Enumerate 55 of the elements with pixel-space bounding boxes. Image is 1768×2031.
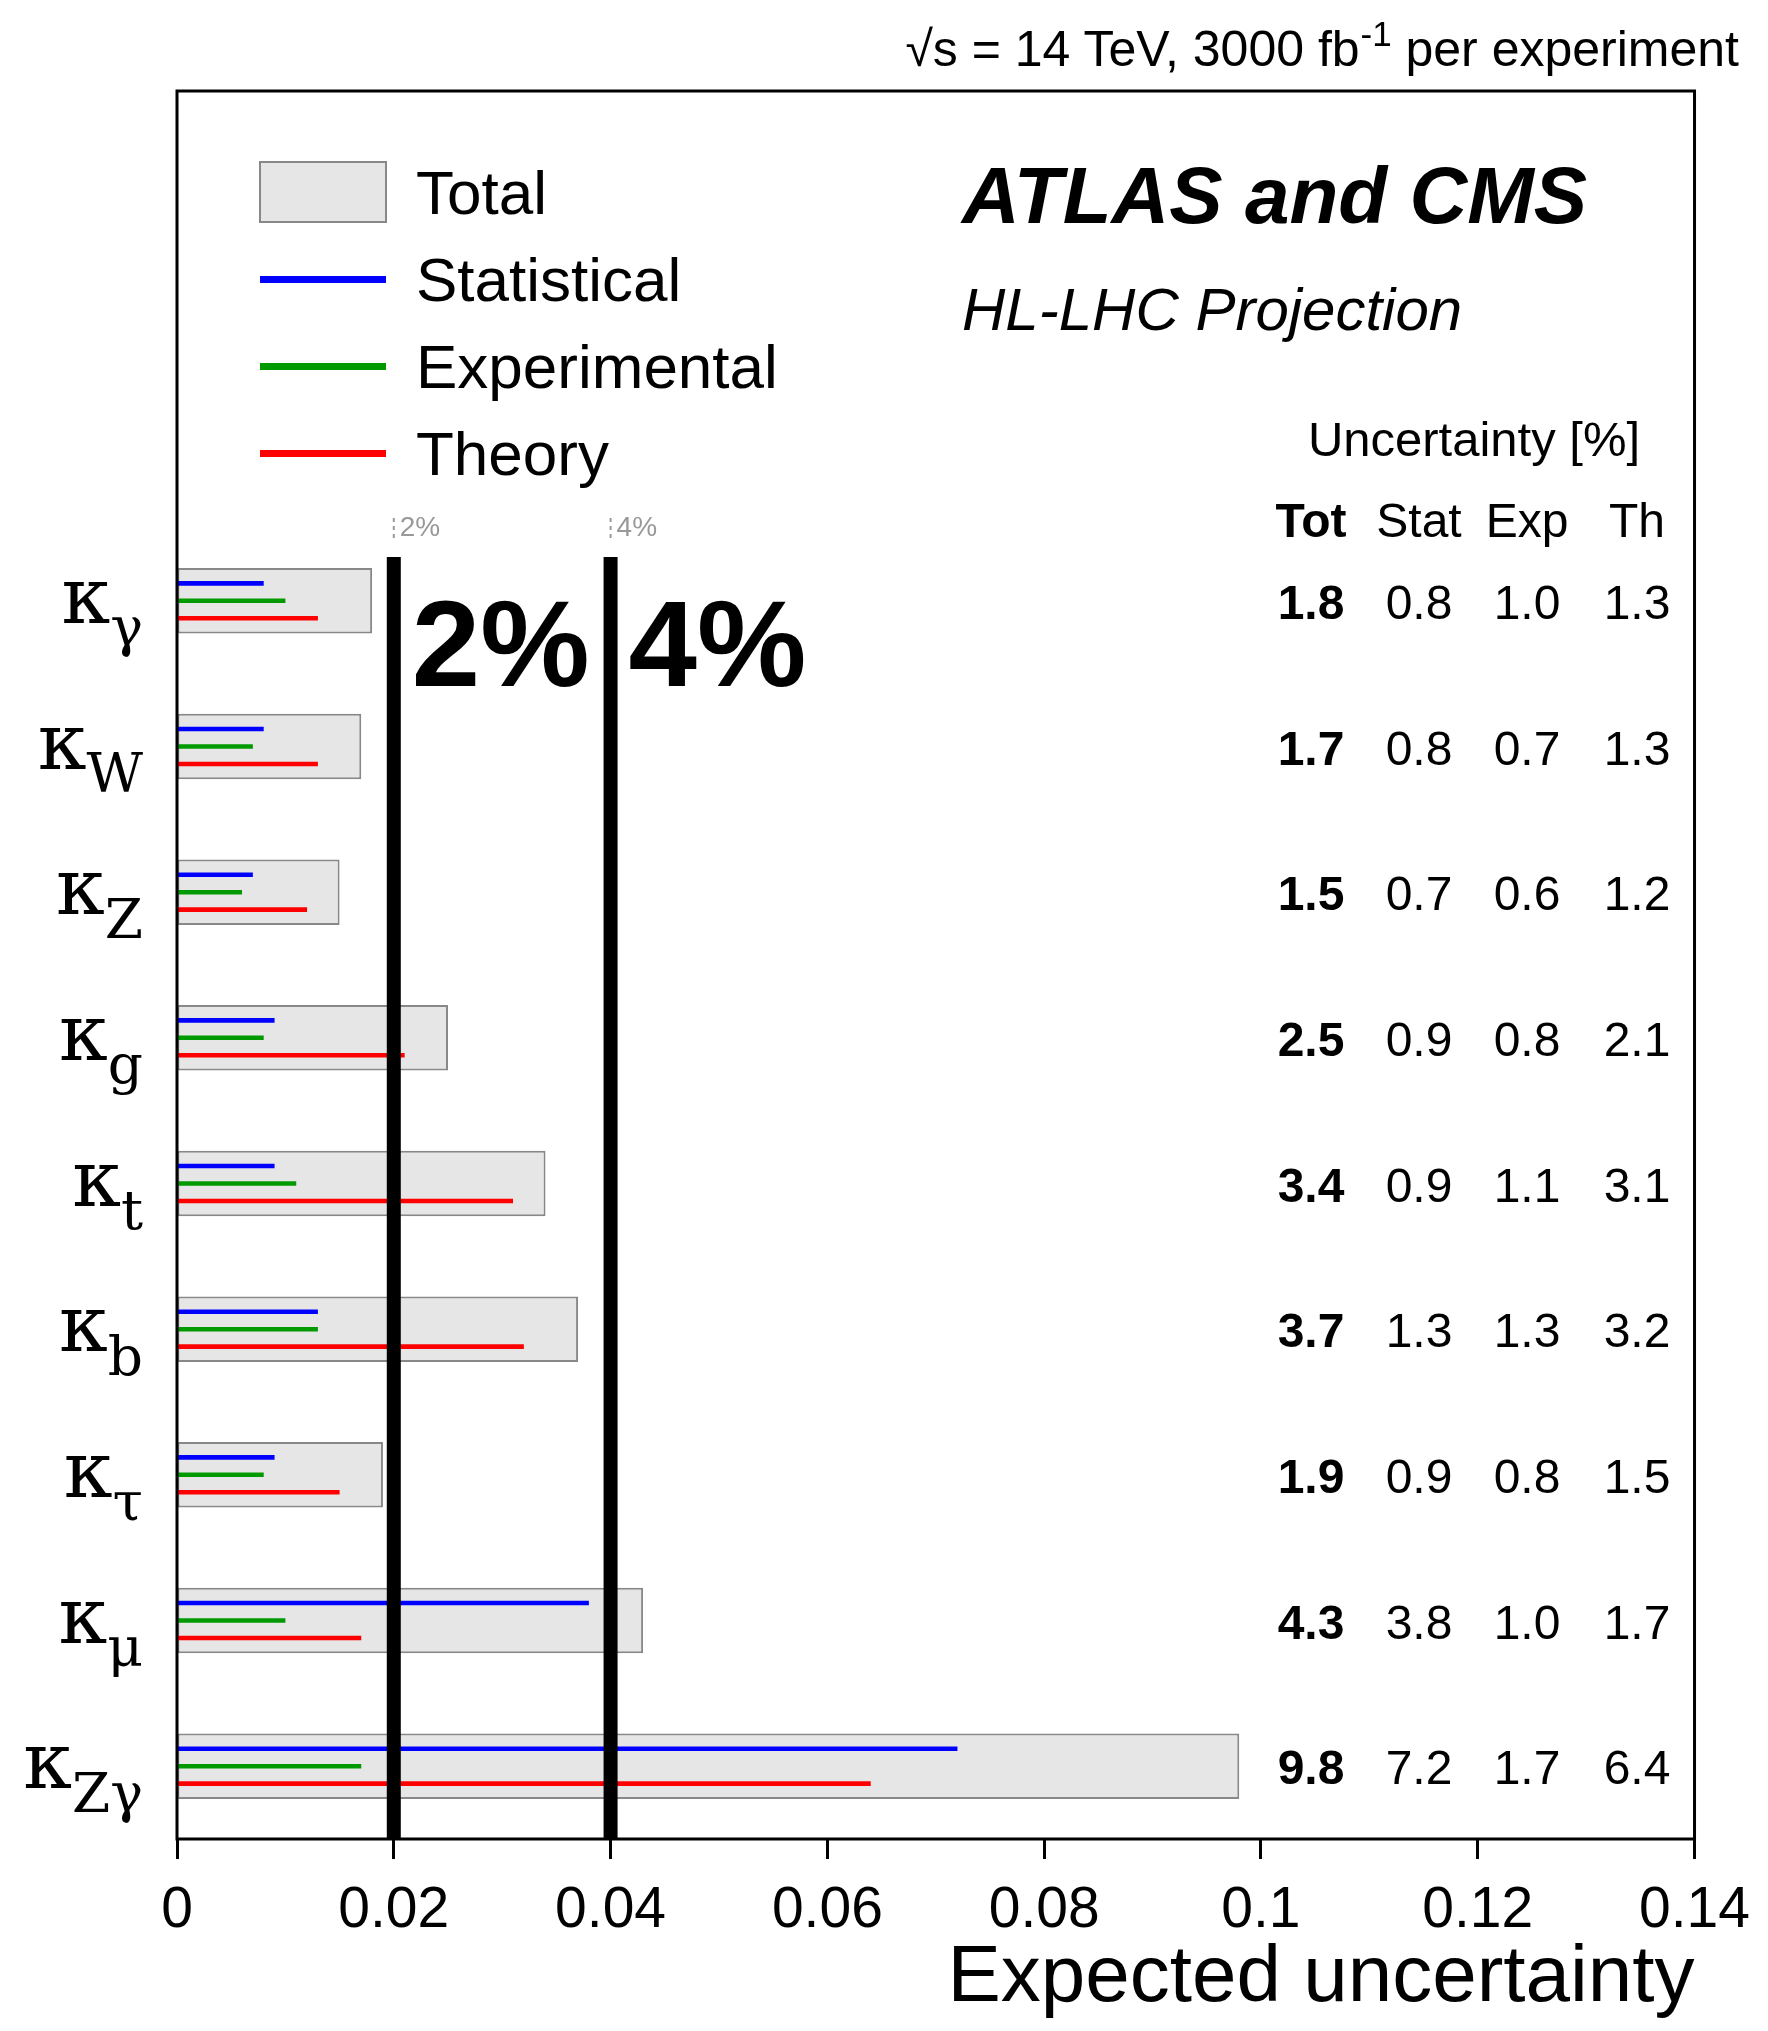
- annotation: 1.0: [1493, 1595, 1561, 1649]
- x-tick-label: 0.04: [555, 1874, 667, 1939]
- annotation: 1.7: [1493, 1741, 1561, 1795]
- annotation: 0.9: [1385, 1449, 1453, 1503]
- annotation: 3.8: [1385, 1595, 1453, 1649]
- text: 2%: [399, 511, 441, 542]
- ref-line-label: 2%: [411, 575, 590, 712]
- legend-label: Total: [416, 158, 547, 227]
- annotation: 1.3: [1385, 1304, 1453, 1358]
- annotation: 2.5: [1277, 1012, 1345, 1066]
- text: Tot: [1275, 494, 1347, 547]
- text: Exp: [1485, 494, 1569, 547]
- annotation: 1.7: [1277, 721, 1345, 775]
- annotation: 3.4: [1277, 1158, 1345, 1212]
- annotation: 0.7: [1385, 867, 1453, 921]
- annotation: 7.2: [1385, 1741, 1453, 1795]
- annotation: 4.3: [1277, 1595, 1345, 1649]
- annotation: 0.8: [1493, 1012, 1561, 1066]
- annotation: 0.8: [1493, 1449, 1561, 1503]
- annotation: 0.8: [1385, 575, 1453, 629]
- annotation: 1.0: [1493, 575, 1561, 629]
- chart-subtitle: HL-LHC Projection: [962, 276, 1463, 343]
- ref-line-label: 4%: [628, 575, 807, 712]
- text: Th: [1608, 494, 1666, 547]
- annotation: 1.1: [1493, 1158, 1561, 1212]
- annotation: 1.8: [1277, 575, 1345, 629]
- text: Stat: [1376, 494, 1462, 547]
- annotation: 0.9: [1385, 1012, 1453, 1066]
- annotation: 6.4: [1603, 1741, 1671, 1795]
- annotation: 0.9: [1385, 1158, 1453, 1212]
- annotation: 1.5: [1277, 867, 1345, 921]
- legend-label: Statistical: [416, 245, 682, 314]
- annotation: 2.1: [1603, 1012, 1671, 1066]
- chart-title: ATLAS and CMS: [960, 151, 1588, 240]
- annotation: 9.8: [1277, 1741, 1345, 1795]
- annotation: 1.9: [1277, 1449, 1345, 1503]
- legend-label: Theory: [416, 419, 609, 488]
- annotation: 1.3: [1603, 721, 1671, 775]
- annotation: 3.7: [1277, 1304, 1345, 1358]
- annotation: 3.1: [1603, 1158, 1671, 1212]
- annotation: 0.7: [1493, 721, 1561, 775]
- x-tick-label: 0.02: [338, 1874, 450, 1939]
- annotation: 3.2: [1603, 1304, 1671, 1358]
- text: 4%: [616, 511, 658, 542]
- annotation: 1.2: [1603, 867, 1671, 921]
- annotation: 1.3: [1603, 575, 1671, 629]
- annotation: 0.6: [1493, 867, 1561, 921]
- annotation: 1.5: [1603, 1449, 1671, 1503]
- annotation: 0.8: [1385, 721, 1453, 775]
- legend-label: Experimental: [416, 332, 778, 401]
- x-tick-label: 0.06: [771, 1874, 883, 1939]
- annotation: 1.7: [1603, 1595, 1671, 1649]
- x-tick-label: 0: [161, 1874, 193, 1939]
- annotation: 1.3: [1493, 1304, 1561, 1358]
- text: Uncertainty [%]: [1307, 412, 1641, 466]
